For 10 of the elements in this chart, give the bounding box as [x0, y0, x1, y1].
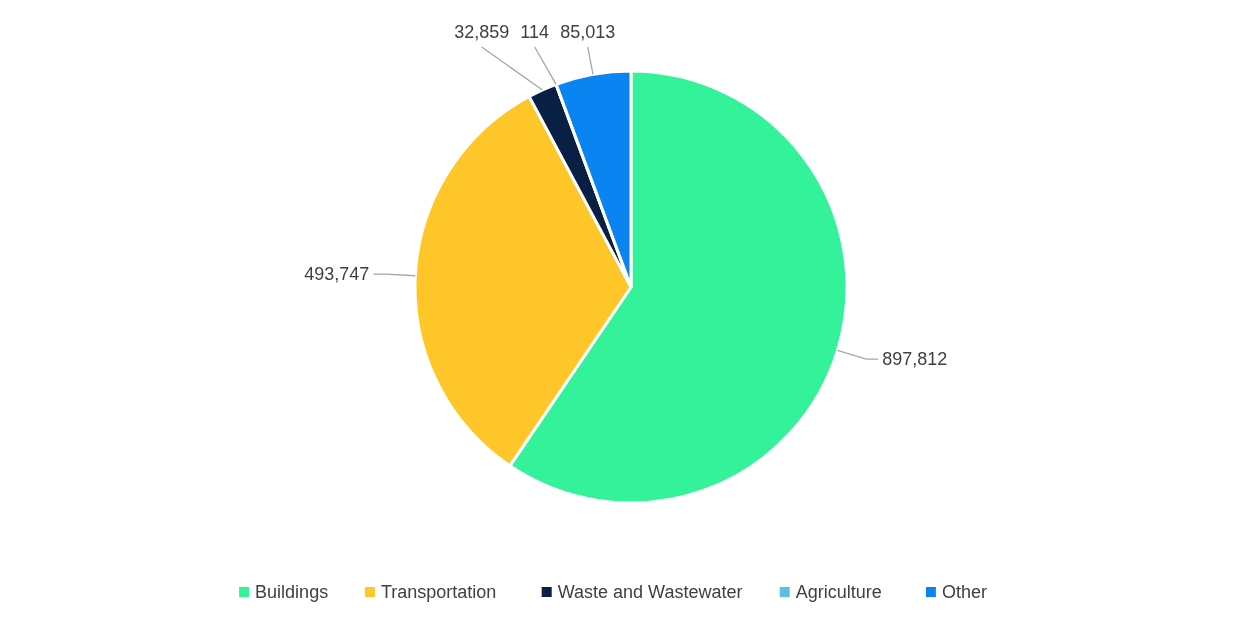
legend-label: Transportation — [380, 582, 497, 602]
legend-label: Other — [941, 582, 987, 602]
data-label: 32,859 — [454, 22, 510, 42]
legend-label: Waste and Wastewater — [557, 582, 743, 602]
legend-label: Agriculture — [795, 582, 882, 602]
data-label: 114 — [520, 22, 550, 42]
data-label: 493,747 — [304, 264, 370, 285]
data-label: 897,812 — [882, 349, 948, 370]
data-label: 85,013 — [560, 22, 616, 42]
legend-label: Buildings — [255, 582, 329, 602]
